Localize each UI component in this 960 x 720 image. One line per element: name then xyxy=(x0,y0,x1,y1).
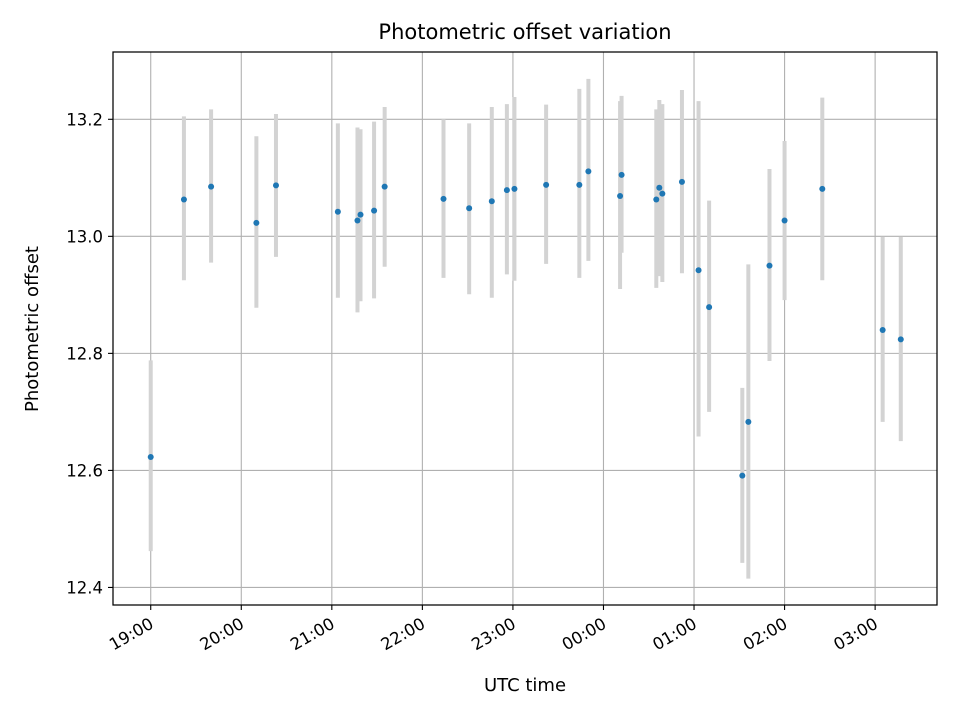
data-points xyxy=(147,168,904,479)
data-point xyxy=(354,217,361,224)
y-axis: 12.4 12.6 12.8 13.0 13.2 xyxy=(66,110,113,597)
data-point xyxy=(656,184,663,191)
data-point xyxy=(766,262,773,269)
data-point xyxy=(253,219,260,226)
data-point xyxy=(585,168,592,175)
y-tick-label: 13.0 xyxy=(66,227,103,246)
data-point xyxy=(381,183,388,190)
data-point xyxy=(739,472,746,479)
y-tick-label: 12.4 xyxy=(66,578,103,597)
plot-frame xyxy=(112,51,938,606)
data-point xyxy=(576,181,583,188)
data-point xyxy=(503,187,510,194)
data-point xyxy=(147,453,154,460)
data-point xyxy=(781,217,788,224)
data-point xyxy=(618,171,625,178)
data-point xyxy=(180,196,187,203)
data-point xyxy=(706,304,713,311)
data-point xyxy=(371,207,378,214)
plot-area xyxy=(113,52,937,605)
data-point xyxy=(466,205,473,212)
data-point xyxy=(511,185,518,192)
data-point xyxy=(678,178,685,185)
data-point xyxy=(543,181,550,188)
data-point xyxy=(617,192,624,199)
data-point xyxy=(440,195,447,202)
y-tick-label: 12.6 xyxy=(66,461,103,480)
data-point xyxy=(208,183,215,190)
y-axis-label: Photometric offset xyxy=(22,246,43,412)
data-point xyxy=(272,182,279,189)
x-axis-label: UTC time xyxy=(484,675,566,696)
data-point xyxy=(695,267,702,274)
data-point xyxy=(659,190,666,197)
data-point xyxy=(879,326,886,333)
data-point xyxy=(897,336,904,343)
data-point xyxy=(653,196,660,203)
y-tick-label: 12.8 xyxy=(66,344,103,363)
data-point xyxy=(334,208,341,215)
data-point xyxy=(357,211,364,218)
data-point xyxy=(819,185,826,192)
y-tick-label: 13.2 xyxy=(66,110,103,129)
data-point xyxy=(488,198,495,205)
data-point xyxy=(745,418,752,425)
chart-title: Photometric offset variation xyxy=(378,20,671,44)
